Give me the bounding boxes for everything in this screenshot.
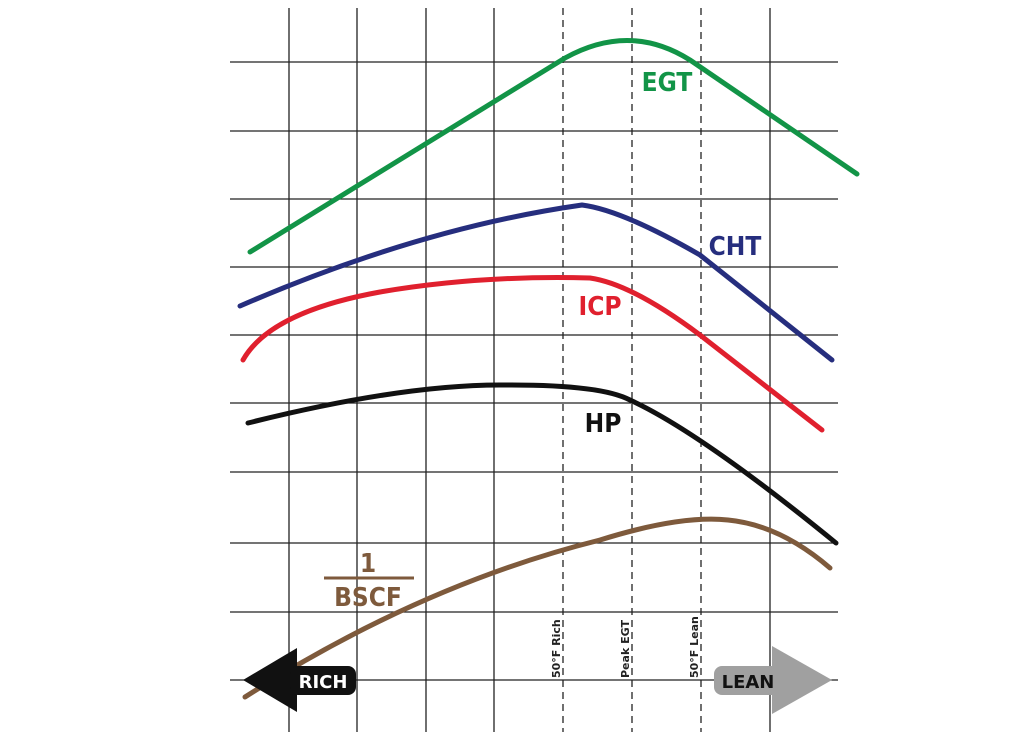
icp-label: ICP bbox=[579, 292, 622, 322]
rich-arrow: RICH bbox=[243, 648, 356, 712]
lean50-label: 50°F Lean bbox=[688, 616, 701, 678]
egt-label: EGT bbox=[642, 68, 693, 98]
icp-curve bbox=[240, 275, 825, 433]
dashed-markers bbox=[562, 8, 702, 732]
lean-label: LEAN bbox=[722, 672, 775, 693]
cht-curve bbox=[237, 202, 835, 363]
egt-curve bbox=[247, 38, 860, 255]
hp-label: HP bbox=[585, 409, 622, 439]
rich50-label: 50°F Rich bbox=[550, 619, 563, 678]
peak-label: Peak EGT bbox=[619, 620, 632, 678]
rich-label: RICH bbox=[299, 672, 348, 693]
bscf-denominator: BSCF bbox=[334, 583, 402, 613]
hp-curve bbox=[245, 382, 839, 546]
cht-label: CHT bbox=[709, 232, 762, 262]
lean-arrow: LEAN bbox=[714, 646, 832, 714]
bscf-curve bbox=[242, 516, 833, 700]
bscf-numerator: 1 bbox=[360, 549, 376, 579]
